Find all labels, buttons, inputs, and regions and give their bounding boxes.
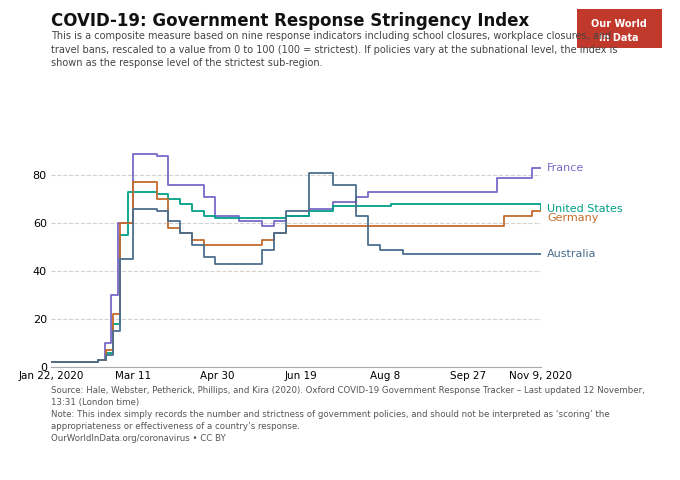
Text: Australia: Australia — [547, 250, 597, 259]
Text: Our World: Our World — [591, 19, 647, 29]
Text: France: France — [547, 163, 585, 173]
Text: COVID-19: Government Response Stringency Index: COVID-19: Government Response Stringency… — [51, 12, 529, 30]
Text: Germany: Germany — [547, 214, 598, 223]
Text: in Data: in Data — [599, 33, 639, 43]
Text: This is a composite measure based on nine response indicators including school c: This is a composite measure based on nin… — [51, 31, 617, 68]
Text: Source: Hale, Webster, Petherick, Phillips, and Kira (2020). Oxford COVID-19 Gov: Source: Hale, Webster, Petherick, Philli… — [51, 386, 645, 443]
Text: United States: United States — [547, 204, 623, 214]
